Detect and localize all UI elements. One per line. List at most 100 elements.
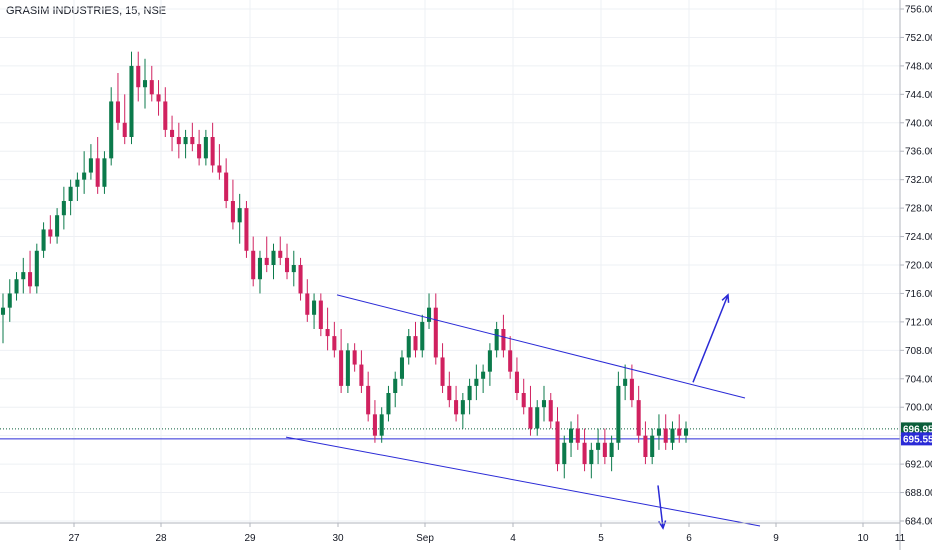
candle-body xyxy=(575,428,580,443)
time-tick-label: 29 xyxy=(244,533,256,544)
chart-overlays xyxy=(0,428,900,440)
arrow-line xyxy=(657,485,664,529)
time-tick-label: 4 xyxy=(510,533,516,544)
candle-body xyxy=(460,400,465,415)
price-tick-label: 708.00 xyxy=(905,346,932,357)
price-tag-label: 695.55 xyxy=(903,434,932,445)
candle-body xyxy=(95,158,100,187)
candle-body xyxy=(21,272,26,280)
candle-body xyxy=(68,186,73,201)
time-tick-label: 10 xyxy=(857,533,869,544)
candle-body xyxy=(487,350,492,372)
candle-body xyxy=(399,357,405,379)
candle-body xyxy=(623,378,628,386)
candle-body xyxy=(514,371,519,393)
candle-body xyxy=(339,350,344,386)
candle-body xyxy=(420,321,425,351)
candle-body xyxy=(176,137,181,145)
candle-body xyxy=(217,165,222,173)
candle-body xyxy=(82,172,87,180)
candle-body xyxy=(7,293,12,308)
time-tick-label: Sep xyxy=(416,533,434,544)
price-axis[interactable]: 756.00 752.00 748.00 744.00 740.00 736.00 732.… xyxy=(900,5,932,528)
candle-body xyxy=(156,94,161,102)
price-tick-label: 748.00 xyxy=(905,61,932,72)
chart-grid xyxy=(0,0,901,523)
candle-body xyxy=(494,329,499,351)
candle-body xyxy=(616,385,621,443)
price-tick-label: 684.00 xyxy=(905,517,932,528)
time-tick-label: 27 xyxy=(68,533,80,544)
candle-body xyxy=(406,336,411,358)
candle-body xyxy=(447,385,452,401)
candle-body xyxy=(521,393,526,408)
candle-body xyxy=(636,400,641,436)
candle-body xyxy=(122,122,127,137)
candle-body xyxy=(88,158,93,173)
price-tag-bg xyxy=(901,422,932,436)
candle-body xyxy=(427,307,432,322)
candle-body xyxy=(325,329,330,337)
candle-body xyxy=(183,137,188,145)
candle-body xyxy=(55,215,60,237)
candle-body xyxy=(28,272,33,287)
candle-body xyxy=(372,414,377,436)
candle-body xyxy=(386,393,391,415)
candle-body xyxy=(284,257,290,273)
candle-body xyxy=(142,80,148,88)
time-axis[interactable]: 27 28 29 30 Sep 4 5 6 9 10 11 xyxy=(68,523,906,544)
candle-body xyxy=(109,101,114,159)
candle-body xyxy=(650,435,655,457)
price-tick-label: 740.00 xyxy=(905,118,932,129)
price-tick-label: 724.00 xyxy=(905,232,932,243)
candle-body xyxy=(413,336,418,351)
candle-body xyxy=(115,101,120,123)
candle-body xyxy=(433,307,438,358)
candle-body xyxy=(136,65,141,88)
candle-body xyxy=(366,385,371,415)
candle-body xyxy=(61,201,66,216)
candle-body xyxy=(352,350,357,365)
candle-body xyxy=(257,257,262,280)
candle-body xyxy=(359,364,364,386)
price-tick-label: 732.00 xyxy=(905,175,932,186)
candle-body xyxy=(501,329,506,351)
arrow-head xyxy=(721,293,730,303)
candle-body xyxy=(102,158,107,187)
candle-body xyxy=(305,293,310,315)
candle-body xyxy=(170,129,175,137)
candle-body xyxy=(454,400,459,415)
candle-body xyxy=(555,421,560,465)
candle-body xyxy=(535,407,540,429)
candle-body xyxy=(683,428,689,436)
candle-body xyxy=(298,265,303,294)
candle-body xyxy=(474,378,479,386)
candle-body xyxy=(609,442,614,457)
candle-body xyxy=(41,229,46,251)
candle-body xyxy=(318,300,323,329)
candle-body xyxy=(440,357,445,386)
candle-body xyxy=(244,208,249,251)
candle-body xyxy=(663,428,668,443)
time-tick-label: 6 xyxy=(686,533,692,544)
candle-body xyxy=(271,250,276,265)
price-tick-label: 720.00 xyxy=(905,261,932,272)
time-tick-label: 30 xyxy=(332,533,344,544)
candle-body xyxy=(643,435,648,457)
price-tag-label: 696.95 xyxy=(903,424,932,435)
time-tick-label: 28 xyxy=(155,533,167,544)
candle-body xyxy=(163,101,168,130)
candle-body xyxy=(596,442,601,450)
price-tick-label: 704.00 xyxy=(905,374,932,385)
candle-body xyxy=(291,265,296,273)
candle-body xyxy=(677,428,682,436)
arrow-line xyxy=(692,294,729,383)
candle-body xyxy=(75,179,80,187)
candle-body xyxy=(264,257,269,265)
candle-body xyxy=(312,300,317,315)
price-tick-label: 736.00 xyxy=(905,147,932,158)
candle-body xyxy=(562,442,567,465)
candle-body xyxy=(345,350,350,386)
